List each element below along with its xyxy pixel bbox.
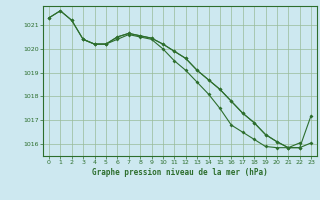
- X-axis label: Graphe pression niveau de la mer (hPa): Graphe pression niveau de la mer (hPa): [92, 168, 268, 177]
